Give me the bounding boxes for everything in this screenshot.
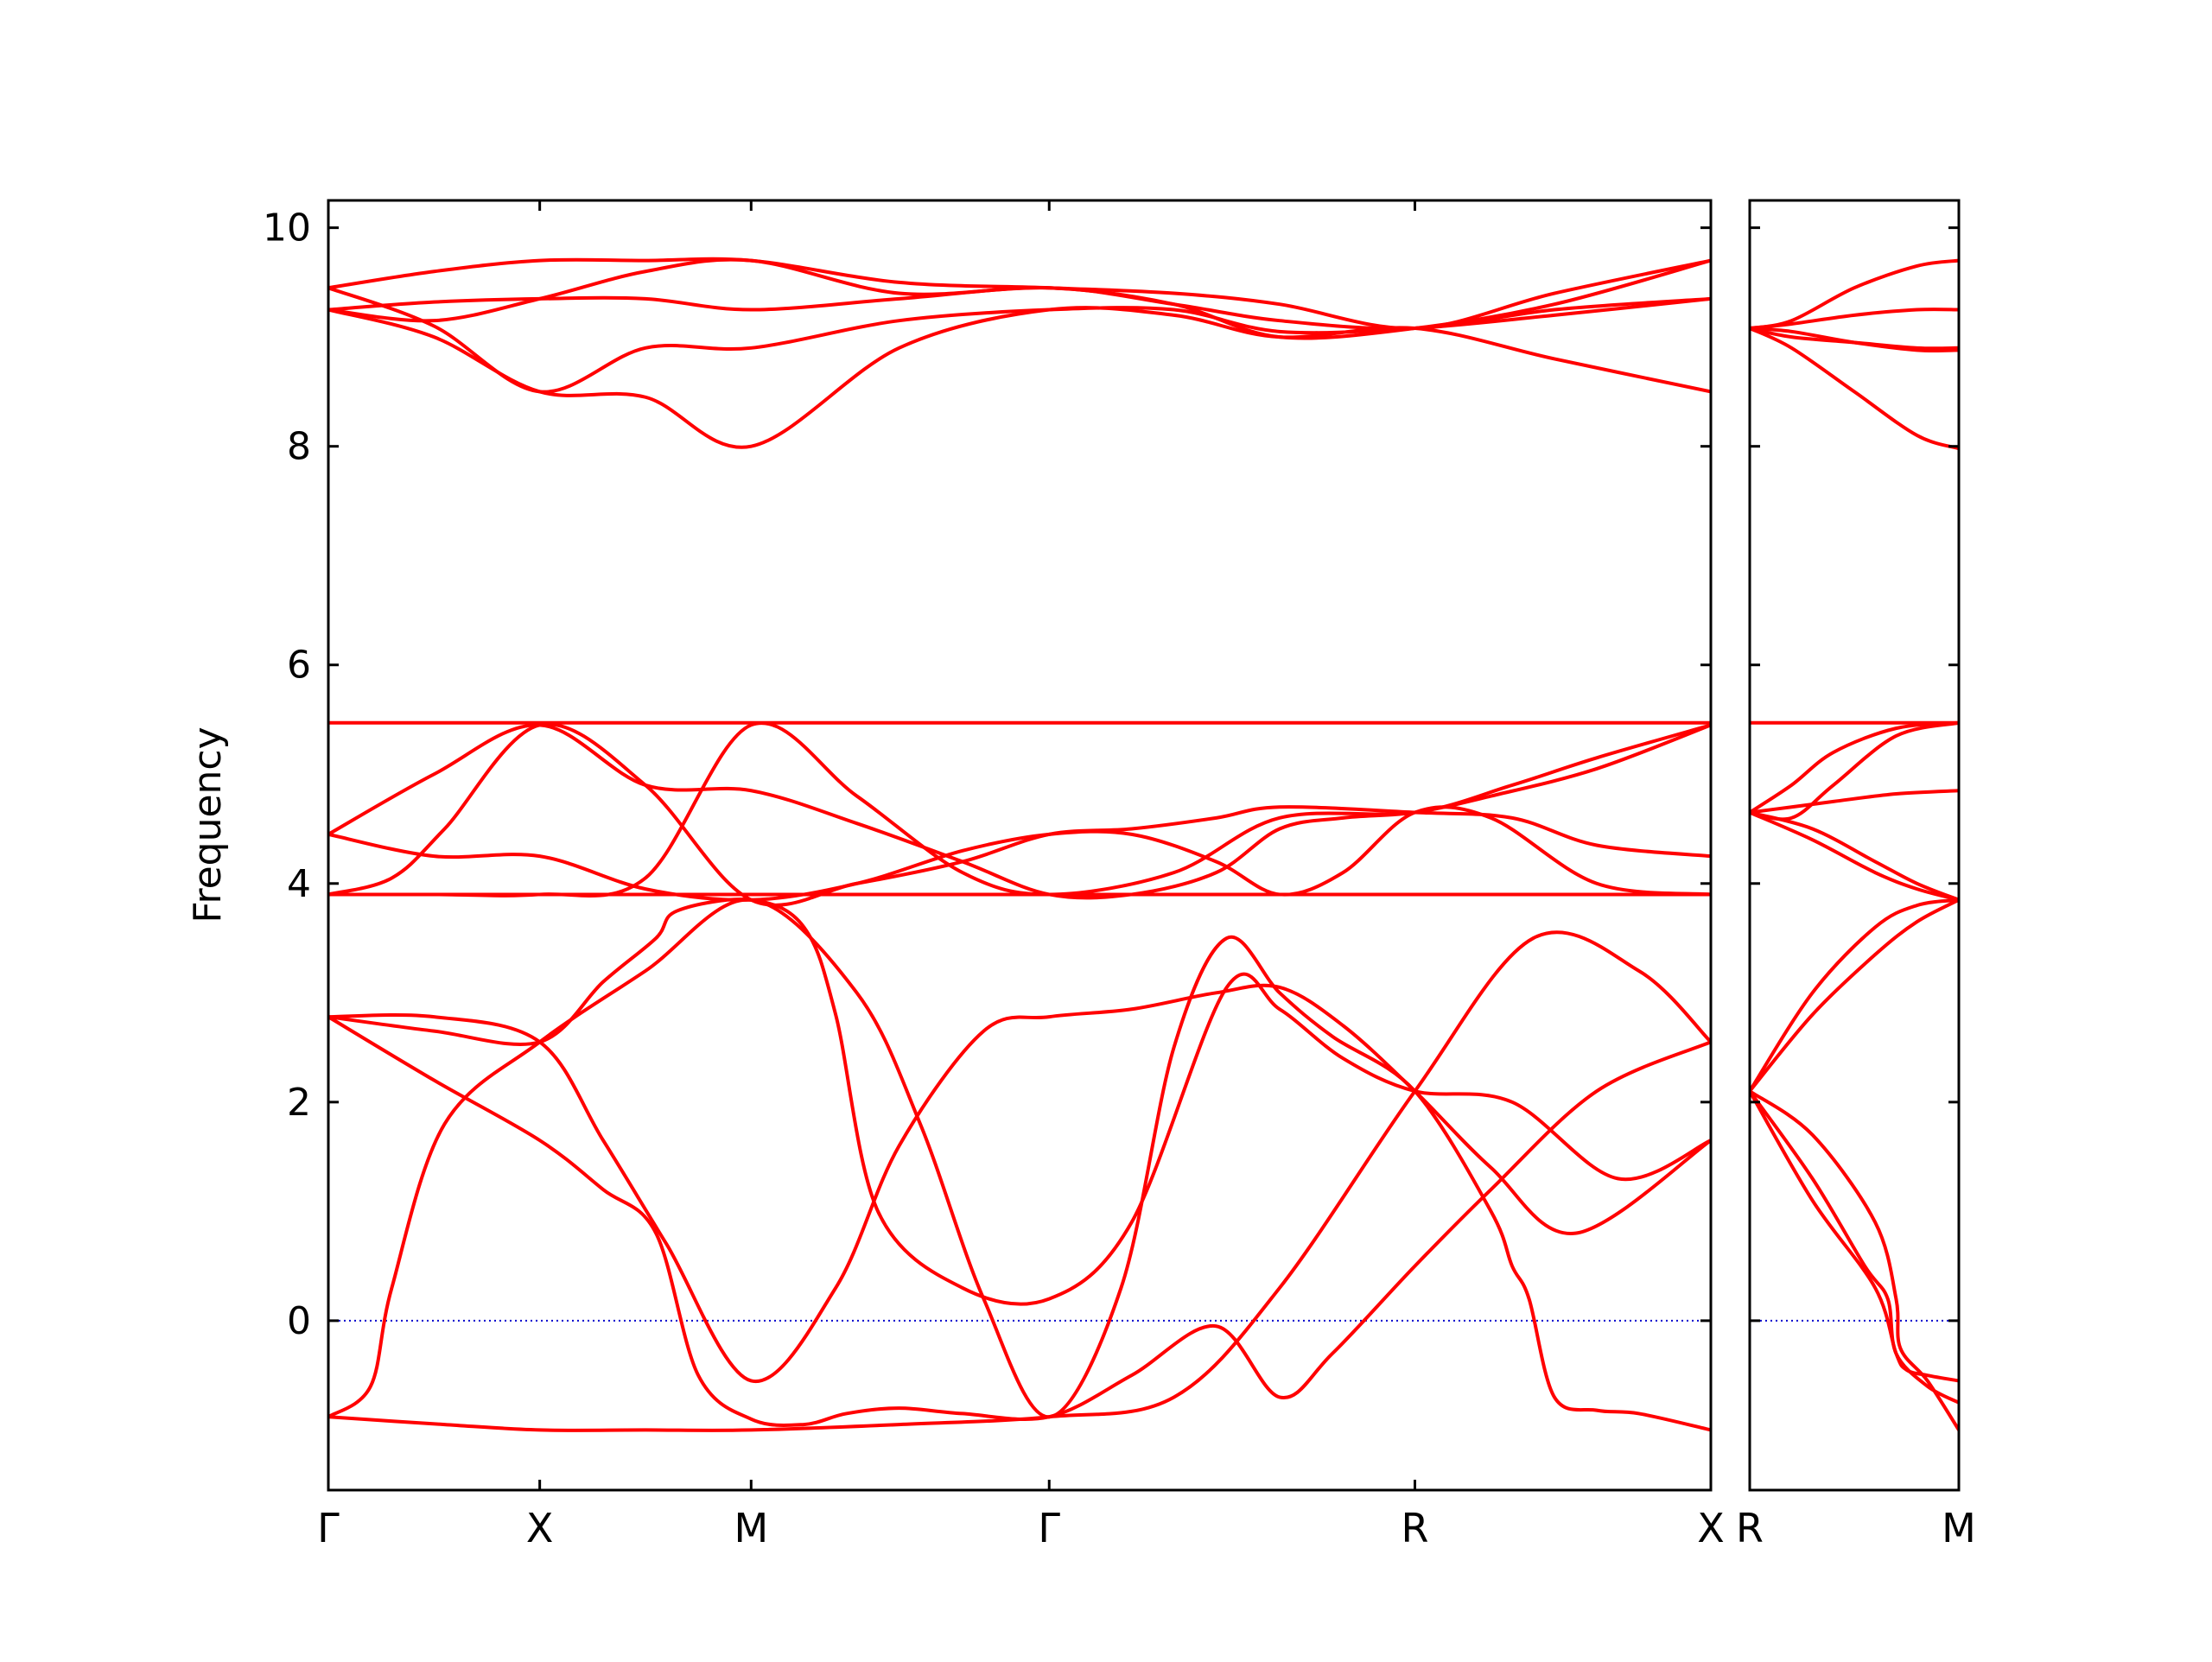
band-line-main-2	[328, 898, 1711, 1432]
y-tick-label: 4	[287, 862, 311, 906]
x-tick-label: R	[1402, 1505, 1429, 1551]
plot-frame-side	[1748, 199, 1961, 1492]
y-tick-label: 10	[263, 206, 311, 251]
y-tick-label: 8	[287, 425, 311, 469]
band-line-side-9	[1750, 720, 1959, 821]
band-line-main-1	[328, 930, 1711, 1432]
x-tick-label: R	[1736, 1505, 1764, 1551]
x-tick-label: X	[1697, 1505, 1725, 1551]
x-tick-label: Γ	[317, 1505, 340, 1551]
band-line-side-4	[1750, 898, 1959, 1094]
band-line-side-13	[1750, 308, 1959, 331]
y-tick-label: 2	[287, 1081, 311, 1125]
band-line-main-8	[328, 723, 1711, 900]
band-line-side-3	[1750, 1089, 1959, 1432]
band-line-main-7	[328, 805, 1711, 902]
band-line-main-15	[328, 306, 1711, 449]
band-line-side-6	[1750, 810, 1959, 902]
y-axis-label: Frequency	[186, 726, 230, 923]
band-series-group	[328, 257, 1711, 1432]
band-series-group	[1750, 258, 1959, 1432]
y-tick-label: 0	[287, 1299, 311, 1343]
band-line-main-16	[328, 257, 1711, 340]
band-line-side-8	[1750, 789, 1959, 815]
x-tick-label: Γ	[1038, 1505, 1060, 1551]
band-line-side-16	[1750, 327, 1959, 451]
x-tick-label: M	[1942, 1505, 1976, 1551]
band-line-main-3	[328, 1015, 1711, 1428]
band-line-main-14	[328, 286, 1711, 394]
band-line-side-10	[1750, 720, 1959, 815]
panel-main: 0 2 4 6 8 10 Γ X M Γ R X	[263, 199, 1725, 1551]
x-tick-label: M	[734, 1505, 768, 1551]
band-line-side-5	[1750, 898, 1959, 1094]
band-line-side-2	[1750, 1089, 1959, 1405]
band-line-main-5	[328, 983, 1711, 1384]
band-line-side-12	[1750, 258, 1959, 331]
band-line-main-6	[328, 722, 1711, 907]
band-line-main-9	[328, 721, 1711, 898]
band-line-side-7	[1750, 810, 1959, 902]
x-tick-label: X	[526, 1505, 554, 1551]
plot-frame-main	[327, 199, 1713, 1492]
band-line-side-15	[1750, 327, 1959, 352]
y-tick-label: 6	[287, 644, 311, 688]
